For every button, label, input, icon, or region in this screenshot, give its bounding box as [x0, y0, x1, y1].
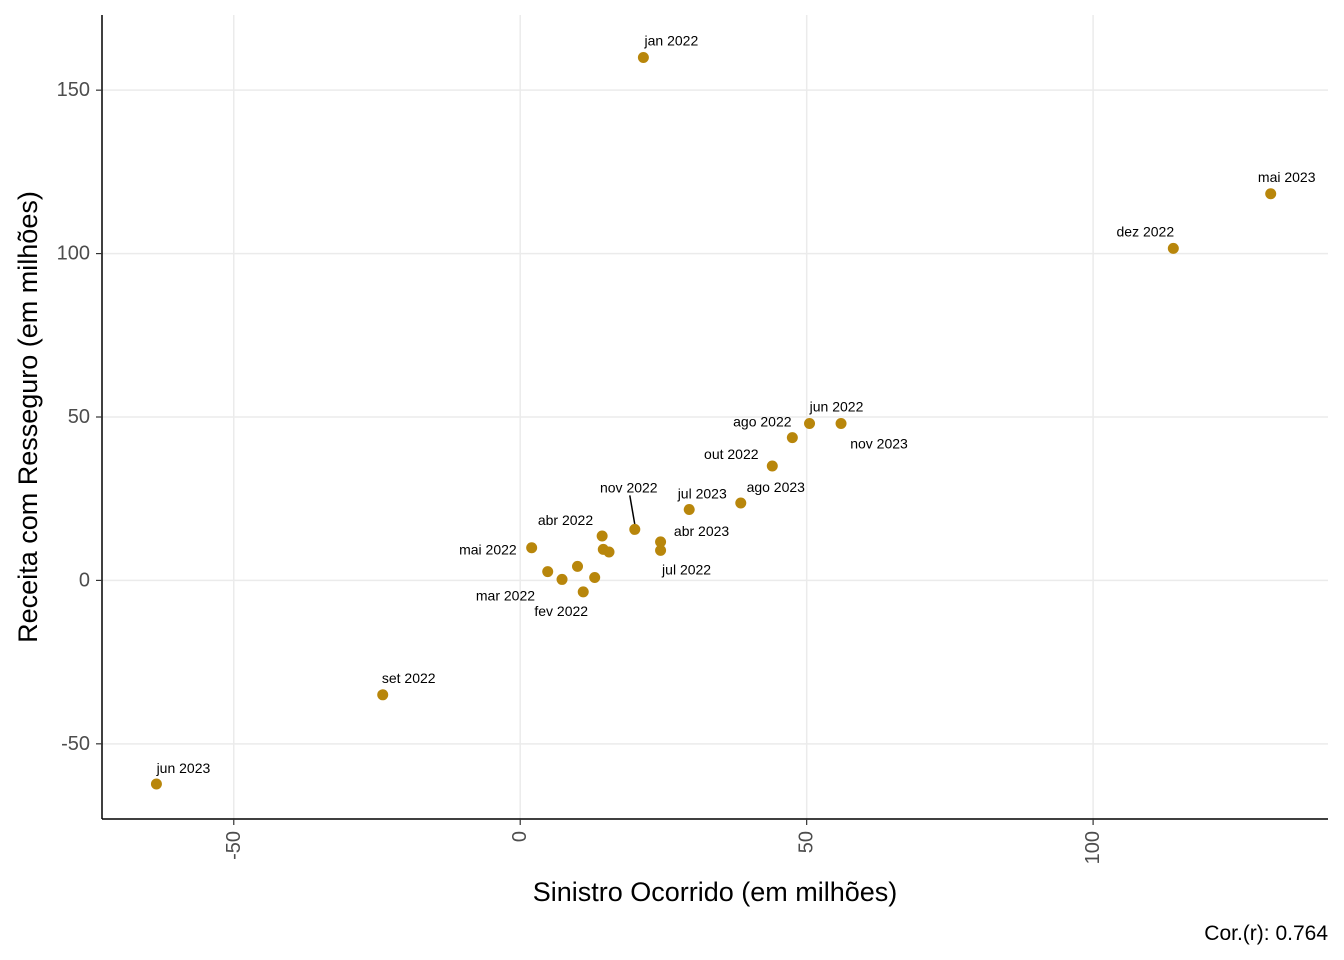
x-tick-label: 50 — [796, 831, 818, 853]
point-label: out 2022 — [704, 446, 759, 462]
data-point — [655, 544, 667, 556]
data-point — [603, 546, 615, 558]
y-tick-label: -50 — [61, 733, 90, 755]
data-point — [150, 778, 162, 790]
data-point — [1167, 242, 1179, 254]
data-point — [542, 566, 554, 578]
point-label: dez 2022 — [1117, 223, 1175, 239]
y-tick-label: 150 — [57, 79, 90, 101]
data-point — [786, 432, 798, 444]
data-point — [377, 689, 389, 701]
data-point — [835, 418, 847, 430]
data-point — [556, 573, 568, 585]
point-label: jun 2022 — [809, 399, 864, 415]
point-label: jun 2023 — [156, 760, 211, 776]
point-label: abr 2023 — [674, 523, 729, 539]
data-point — [589, 571, 601, 583]
y-tick-label: 0 — [79, 569, 90, 591]
point-label: jul 2023 — [677, 485, 727, 501]
data-points — [150, 51, 1277, 790]
point-label: jul 2022 — [661, 561, 711, 577]
tick-marks-and-labels: -50 0 50 100 -50 0 50 100 150 — [57, 79, 1104, 864]
point-label: nov 2023 — [850, 436, 908, 452]
data-point — [596, 530, 608, 542]
correlation-caption: Cor.(r): 0.764 — [1204, 922, 1328, 945]
point-label: mai 2023 — [1258, 169, 1316, 185]
point-label: ago 2023 — [747, 479, 806, 495]
data-point — [683, 503, 695, 515]
data-point — [1265, 188, 1277, 200]
point-label: fev 2022 — [534, 603, 588, 619]
data-point — [655, 536, 667, 548]
point-label: abr 2022 — [538, 512, 593, 528]
label-connectors — [629, 495, 636, 525]
point-label: ago 2022 — [733, 414, 792, 430]
data-point — [637, 51, 649, 63]
x-tick-label: -50 — [223, 831, 245, 860]
x-tick-label: 0 — [509, 831, 531, 842]
y-tick-label: 50 — [68, 406, 90, 428]
point-label: mai 2022 — [459, 542, 517, 558]
y-axis-title: Receita com Resseguro (em milhões) — [13, 191, 43, 643]
y-tick-label: 100 — [57, 243, 90, 265]
data-point — [766, 460, 778, 472]
point-label: set 2022 — [382, 670, 436, 686]
data-point — [629, 523, 641, 535]
x-tick-label: 100 — [1082, 831, 1104, 864]
data-point — [572, 560, 584, 572]
data-point — [577, 586, 589, 598]
point-label: mar 2022 — [476, 587, 535, 603]
x-axis-title: Sinistro Ocorrido (em milhões) — [533, 877, 898, 907]
label-connector — [629, 495, 636, 525]
point-label: nov 2022 — [600, 479, 658, 495]
point-label: jan 2022 — [644, 32, 699, 48]
gridlines — [102, 15, 1328, 819]
data-point — [526, 542, 538, 554]
data-point — [735, 497, 747, 509]
data-point — [804, 418, 816, 430]
